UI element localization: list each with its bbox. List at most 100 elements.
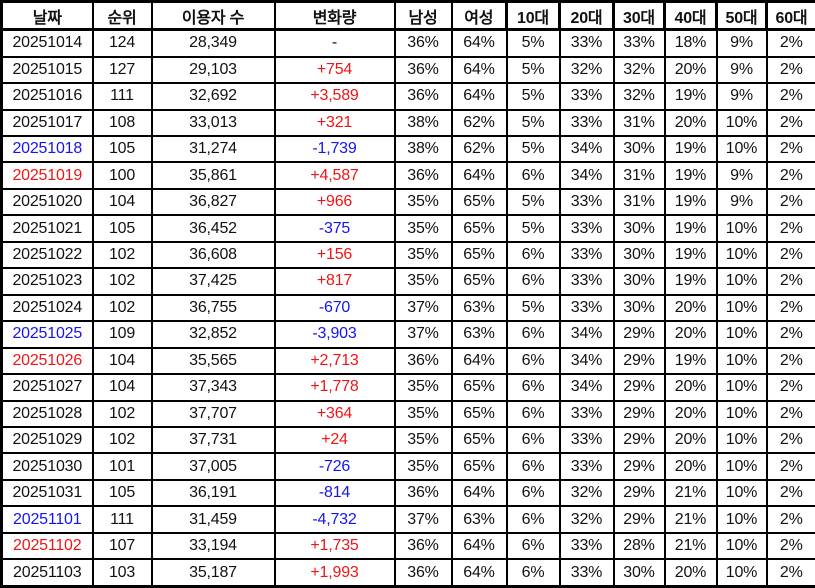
cell-rank: 104 <box>91 346 153 376</box>
table-row: 20251019 100 35,861 +4,587 36% 64% 6% 34% 31% 19%… <box>0 161 815 190</box>
cell-age60: 2% <box>765 478 815 508</box>
cell-age30: 30% <box>612 134 666 164</box>
cell-age30: 33% <box>612 28 666 58</box>
cell-age40: 21% <box>663 478 718 508</box>
cell-change: +24 <box>273 425 396 455</box>
cell-age50: 9% <box>715 161 768 190</box>
cell-age30: 31% <box>612 108 666 137</box>
cell-age20: 33% <box>558 399 615 428</box>
cell-date: 20251103 <box>0 558 94 588</box>
table-header: 날짜 순위 이용자 수 변화량 남성 여성 10대 20대 30대 40대 50… <box>0 0 815 31</box>
cell-age20: 34% <box>558 134 615 164</box>
cell-age60: 2% <box>765 399 815 428</box>
cell-age60: 2% <box>765 346 815 376</box>
cell-age60: 2% <box>765 267 815 296</box>
cell-date: 20251027 <box>0 373 94 402</box>
cell-age20: 33% <box>558 293 615 323</box>
cell-age50: 10% <box>715 214 768 243</box>
cell-age30: 32% <box>612 55 666 85</box>
cell-age50: 10% <box>715 425 768 455</box>
cell-age10: 6% <box>505 531 561 561</box>
cell-age30: 30% <box>612 267 666 296</box>
cell-change: -1,739 <box>273 134 396 164</box>
header-change: 변화량 <box>273 0 396 31</box>
cell-male: 36% <box>393 82 453 111</box>
cell-age60: 2% <box>765 425 815 455</box>
cell-age60: 2% <box>765 558 815 588</box>
cell-age60: 2% <box>765 505 815 534</box>
cell-age60: 2% <box>765 55 815 85</box>
cell-users: 36,755 <box>150 293 276 323</box>
cell-age60: 2% <box>765 293 815 323</box>
cell-female: 64% <box>450 161 508 190</box>
cell-age50: 10% <box>715 320 768 349</box>
cell-age50: 10% <box>715 478 768 508</box>
cell-age30: 29% <box>612 425 666 455</box>
cell-age50: 10% <box>715 399 768 428</box>
cell-users: 28,349 <box>150 28 276 58</box>
cell-male: 35% <box>393 399 453 428</box>
header-rank: 순위 <box>91 0 153 31</box>
cell-users: 37,707 <box>150 399 276 428</box>
cell-age10: 5% <box>505 214 561 243</box>
cell-female: 65% <box>450 240 508 270</box>
cell-male: 38% <box>393 108 453 137</box>
cell-age40: 19% <box>663 134 718 164</box>
cell-change: +1,778 <box>273 373 396 402</box>
cell-age40: 20% <box>663 293 718 323</box>
cell-change: +966 <box>273 187 396 217</box>
cell-male: 35% <box>393 267 453 296</box>
cell-rank: 104 <box>91 187 153 217</box>
cell-change: -814 <box>273 478 396 508</box>
table-row: 20251020 104 36,827 +966 35% 65% 5% 33% 31% 19% 9%… <box>0 187 815 217</box>
cell-date: 20251014 <box>0 28 94 58</box>
cell-age50: 10% <box>715 558 768 588</box>
table-row: 20251103 103 35,187 +1,993 36% 64% 6% 33% 30% 20%… <box>0 558 815 588</box>
cell-female: 65% <box>450 267 508 296</box>
table-row: 20251018 105 31,274 -1,739 38% 62% 5% 34% 30% 19%… <box>0 134 815 164</box>
cell-male: 36% <box>393 531 453 561</box>
cell-age30: 29% <box>612 399 666 428</box>
cell-female: 64% <box>450 55 508 85</box>
table-row: 20251021 105 36,452 -375 35% 65% 5% 33% 30% 19% 10… <box>0 214 815 243</box>
cell-date: 20251020 <box>0 187 94 217</box>
table-row: 20251014 124 28,349-36% 64% 5% 33% 33% 18% 9% 2% <box>0 28 815 58</box>
cell-date: 20251019 <box>0 161 94 190</box>
cell-users: 37,425 <box>150 267 276 296</box>
cell-date: 20251024 <box>0 293 94 323</box>
cell-age10: 6% <box>505 558 561 588</box>
cell-users: 35,861 <box>150 161 276 190</box>
cell-users: 29,103 <box>150 55 276 85</box>
header-age20: 20대 <box>558 0 615 31</box>
cell-change: -670 <box>273 293 396 323</box>
cell-change: +1,993 <box>273 558 396 588</box>
cell-users: 37,731 <box>150 425 276 455</box>
cell-age30: 30% <box>612 214 666 243</box>
cell-age50: 9% <box>715 28 768 58</box>
cell-age50: 9% <box>715 82 768 111</box>
table-row: 20251016 111 32,692 +3,589 36% 64% 5% 33% 32% 19%… <box>0 82 815 111</box>
cell-male: 37% <box>393 505 453 534</box>
cell-date: 20251017 <box>0 108 94 137</box>
cell-female: 65% <box>450 187 508 217</box>
cell-rank: 100 <box>91 161 153 190</box>
cell-age40: 19% <box>663 161 718 190</box>
cell-age40: 20% <box>663 373 718 402</box>
cell-change: - <box>273 28 396 58</box>
cell-users: 37,343 <box>150 373 276 402</box>
cell-change: +3,589 <box>273 82 396 111</box>
cell-rank: 105 <box>91 478 153 508</box>
cell-age20: 33% <box>558 240 615 270</box>
cell-date: 20251018 <box>0 134 94 164</box>
cell-date: 20251030 <box>0 452 94 481</box>
cell-age40: 20% <box>663 55 718 85</box>
cell-date: 20251022 <box>0 240 94 270</box>
cell-age10: 6% <box>505 161 561 190</box>
cell-age40: 21% <box>663 505 718 534</box>
cell-date: 20251016 <box>0 82 94 111</box>
table-row: 20251026 104 35,565 +2,713 36% 64% 6% 34% 29% 19%… <box>0 346 815 376</box>
cell-male: 36% <box>393 478 453 508</box>
cell-female: 63% <box>450 320 508 349</box>
cell-age50: 10% <box>715 293 768 323</box>
cell-age20: 34% <box>558 346 615 376</box>
